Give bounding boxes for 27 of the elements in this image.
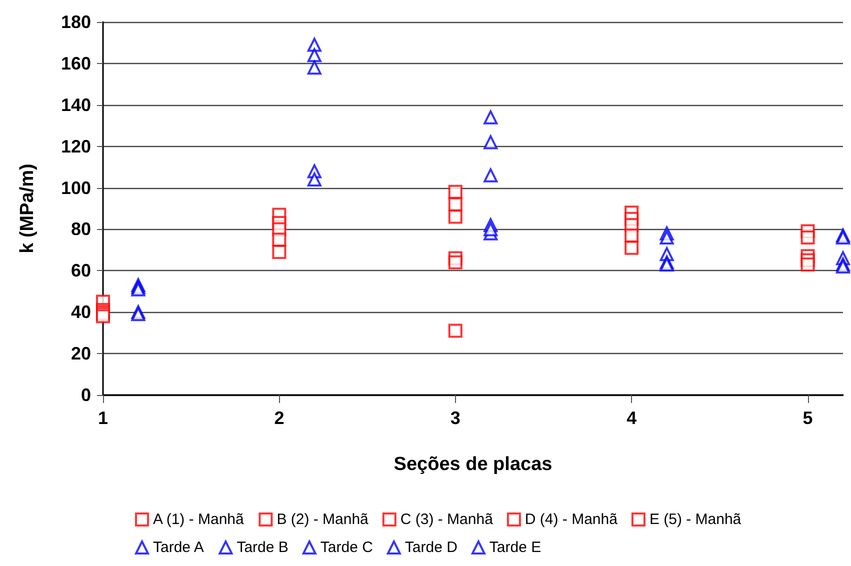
x-axis-title: Seções de placas <box>394 454 552 475</box>
y-axis-title: k (MPa/m) <box>17 164 38 254</box>
x-tick-label: 3 <box>450 408 460 428</box>
legend-label: Tarde D <box>404 539 458 556</box>
legend-label: Tarde A <box>153 539 204 556</box>
x-tick-label: 5 <box>802 408 813 428</box>
legend-label: E (5) - Manhã <box>649 511 742 528</box>
y-tick-label: 180 <box>60 12 91 32</box>
y-tick-label: 100 <box>60 178 91 198</box>
y-tick-label: 140 <box>60 94 91 115</box>
legend-label: C (3) - Manhã <box>400 511 494 528</box>
legend-label: Tarde C <box>320 539 374 556</box>
legend-label: B (2) - Manhã <box>276 511 370 528</box>
x-tick-label: 2 <box>274 408 284 428</box>
x-tick-label: 1 <box>98 408 108 428</box>
legend-label: A (1) - Manhã <box>153 511 245 528</box>
x-tick-label: 4 <box>626 408 637 428</box>
y-tick-label: 40 <box>70 302 91 322</box>
y-tick-label: 120 <box>60 136 91 156</box>
y-tick-label: 60 <box>70 260 91 281</box>
y-tick-label: 0 <box>80 385 91 405</box>
legend-label: D (4) - Manhã <box>524 511 618 528</box>
legend-label: Tarde E <box>489 539 542 556</box>
y-tick-label: 20 <box>70 344 91 364</box>
y-tick-label: 80 <box>70 219 91 240</box>
legend-label: Tarde B <box>236 539 288 556</box>
y-tick-label: 160 <box>60 53 91 74</box>
